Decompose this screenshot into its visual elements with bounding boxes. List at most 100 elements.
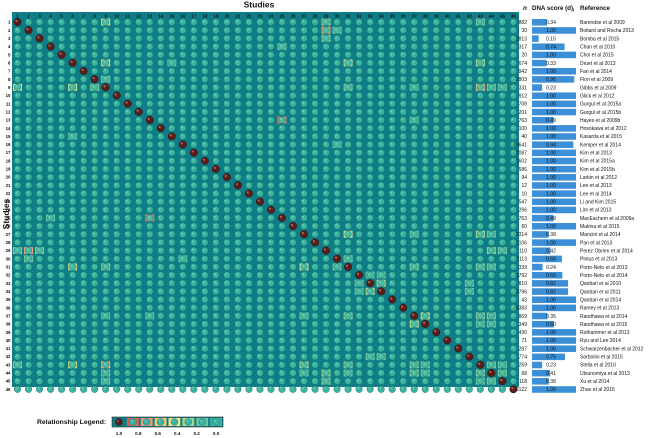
cell-14-27 [300,124,308,132]
cell-20-17 [190,173,198,181]
cell-25-26 [289,214,297,222]
cell-44-33 [366,369,374,377]
cell-4-11 [124,43,132,51]
cell-45-12 [135,377,143,385]
cell-9-28 [311,83,319,91]
cell-28-46 [509,238,517,246]
cell-2-37 [410,26,418,34]
cell-41-31 [344,344,352,353]
cell-5-19 [212,51,220,59]
cell-33-19 [212,279,220,287]
cell-37-11 [124,312,132,320]
cell-12-24 [267,108,275,116]
cell-38-32 [355,320,363,328]
cell-23-10 [113,198,121,206]
cell-14-40 [443,124,451,132]
cell-25-7 [80,214,88,222]
cell-43-25 [278,361,286,369]
legend-swatch-4 [168,418,181,426]
cell-39-7 [80,328,88,336]
cell-14-20 [223,124,231,132]
cell-29-25 [278,247,286,255]
cell-36-18 [201,304,209,312]
cell-16-44 [487,140,495,149]
cell-2-2 [24,26,33,35]
study-row: 869 0.35 Randhawa et al 2014 [519,312,627,320]
col-label-25: 25 [280,14,285,19]
cell-31-6 [68,263,78,271]
cell-27-21 [234,230,242,238]
cell-17-14 [157,149,165,157]
cell-6-25 [278,59,286,67]
cell-1-38 [421,18,429,26]
cell-22-22 [244,189,253,198]
cell-31-19 [212,263,220,271]
dna-score-bar-36 [532,304,576,312]
cell-27-43 [475,230,485,238]
cell-20-2 [24,173,33,181]
cell-42-26 [289,353,297,361]
cell-17-19 [212,149,220,157]
cell-13-24 [267,116,275,124]
cell-37-25 [278,312,286,320]
cell-15-31 [344,132,352,140]
cell-1-46 [509,18,517,26]
cell-28-38 [421,238,429,246]
cell-16-35 [388,140,396,149]
cell-8-39 [432,75,440,83]
cell-11-8 [91,100,99,108]
cell-23-23 [256,197,264,206]
cell-1-4 [47,18,55,26]
cell-30-2 [24,255,34,263]
cell-18-33 [366,157,374,165]
cell-11-6 [69,100,77,108]
cell-35-6 [69,295,77,304]
cell-36-4 [47,304,55,312]
cell-36-19 [212,304,220,312]
cell-34-6 [69,287,77,295]
study-reference-3: Bomba et al 2015 [580,36,619,42]
col-label-32: 32 [357,14,362,19]
y-axis-label: Studies [1,198,11,229]
cell-27-41 [454,230,462,238]
cell-27-28 [311,230,319,238]
cell-36-45 [498,304,506,312]
cell-35-21 [234,295,242,304]
cell-39-34 [377,328,385,336]
cell-29-34 [377,247,385,255]
cell-13-28 [311,116,319,124]
cell-32-22 [245,271,253,279]
cell-22-38 [421,189,429,197]
cell-22-27 [300,189,308,197]
cell-24-11 [124,206,132,214]
cell-6-37 [410,59,418,67]
cell-12-11 [124,108,132,116]
cell-41-32 [355,344,363,353]
cell-2-15 [168,26,176,34]
cell-19-21 [234,165,242,173]
cell-1-34 [377,18,385,26]
cell-23-15 [168,198,176,206]
cell-24-3 [36,206,44,214]
study-row: 586 1.00 Kim et al 2015b [519,165,615,173]
cell-3-21 [234,34,242,42]
cell-4-10 [113,43,121,51]
cell-38-13 [146,320,154,328]
cell-17-34 [377,149,385,157]
cell-21-45 [498,181,506,189]
cell-42-20 [223,353,231,361]
cell-30-41 [454,255,462,263]
cell-43-35 [388,361,396,369]
cell-29-1 [13,247,23,255]
dna-score-bar-43 [532,361,543,369]
cell-37-15 [168,312,176,320]
cell-36-42 [465,304,473,312]
cell-18-22 [245,157,253,165]
cell-2-11 [124,26,132,34]
cell-8-37 [410,75,418,83]
cell-8-8 [90,75,99,84]
cell-26-30 [333,222,341,230]
cell-14-39 [432,124,440,132]
cell-44-36 [399,369,407,377]
cell-13-37 [409,116,419,124]
